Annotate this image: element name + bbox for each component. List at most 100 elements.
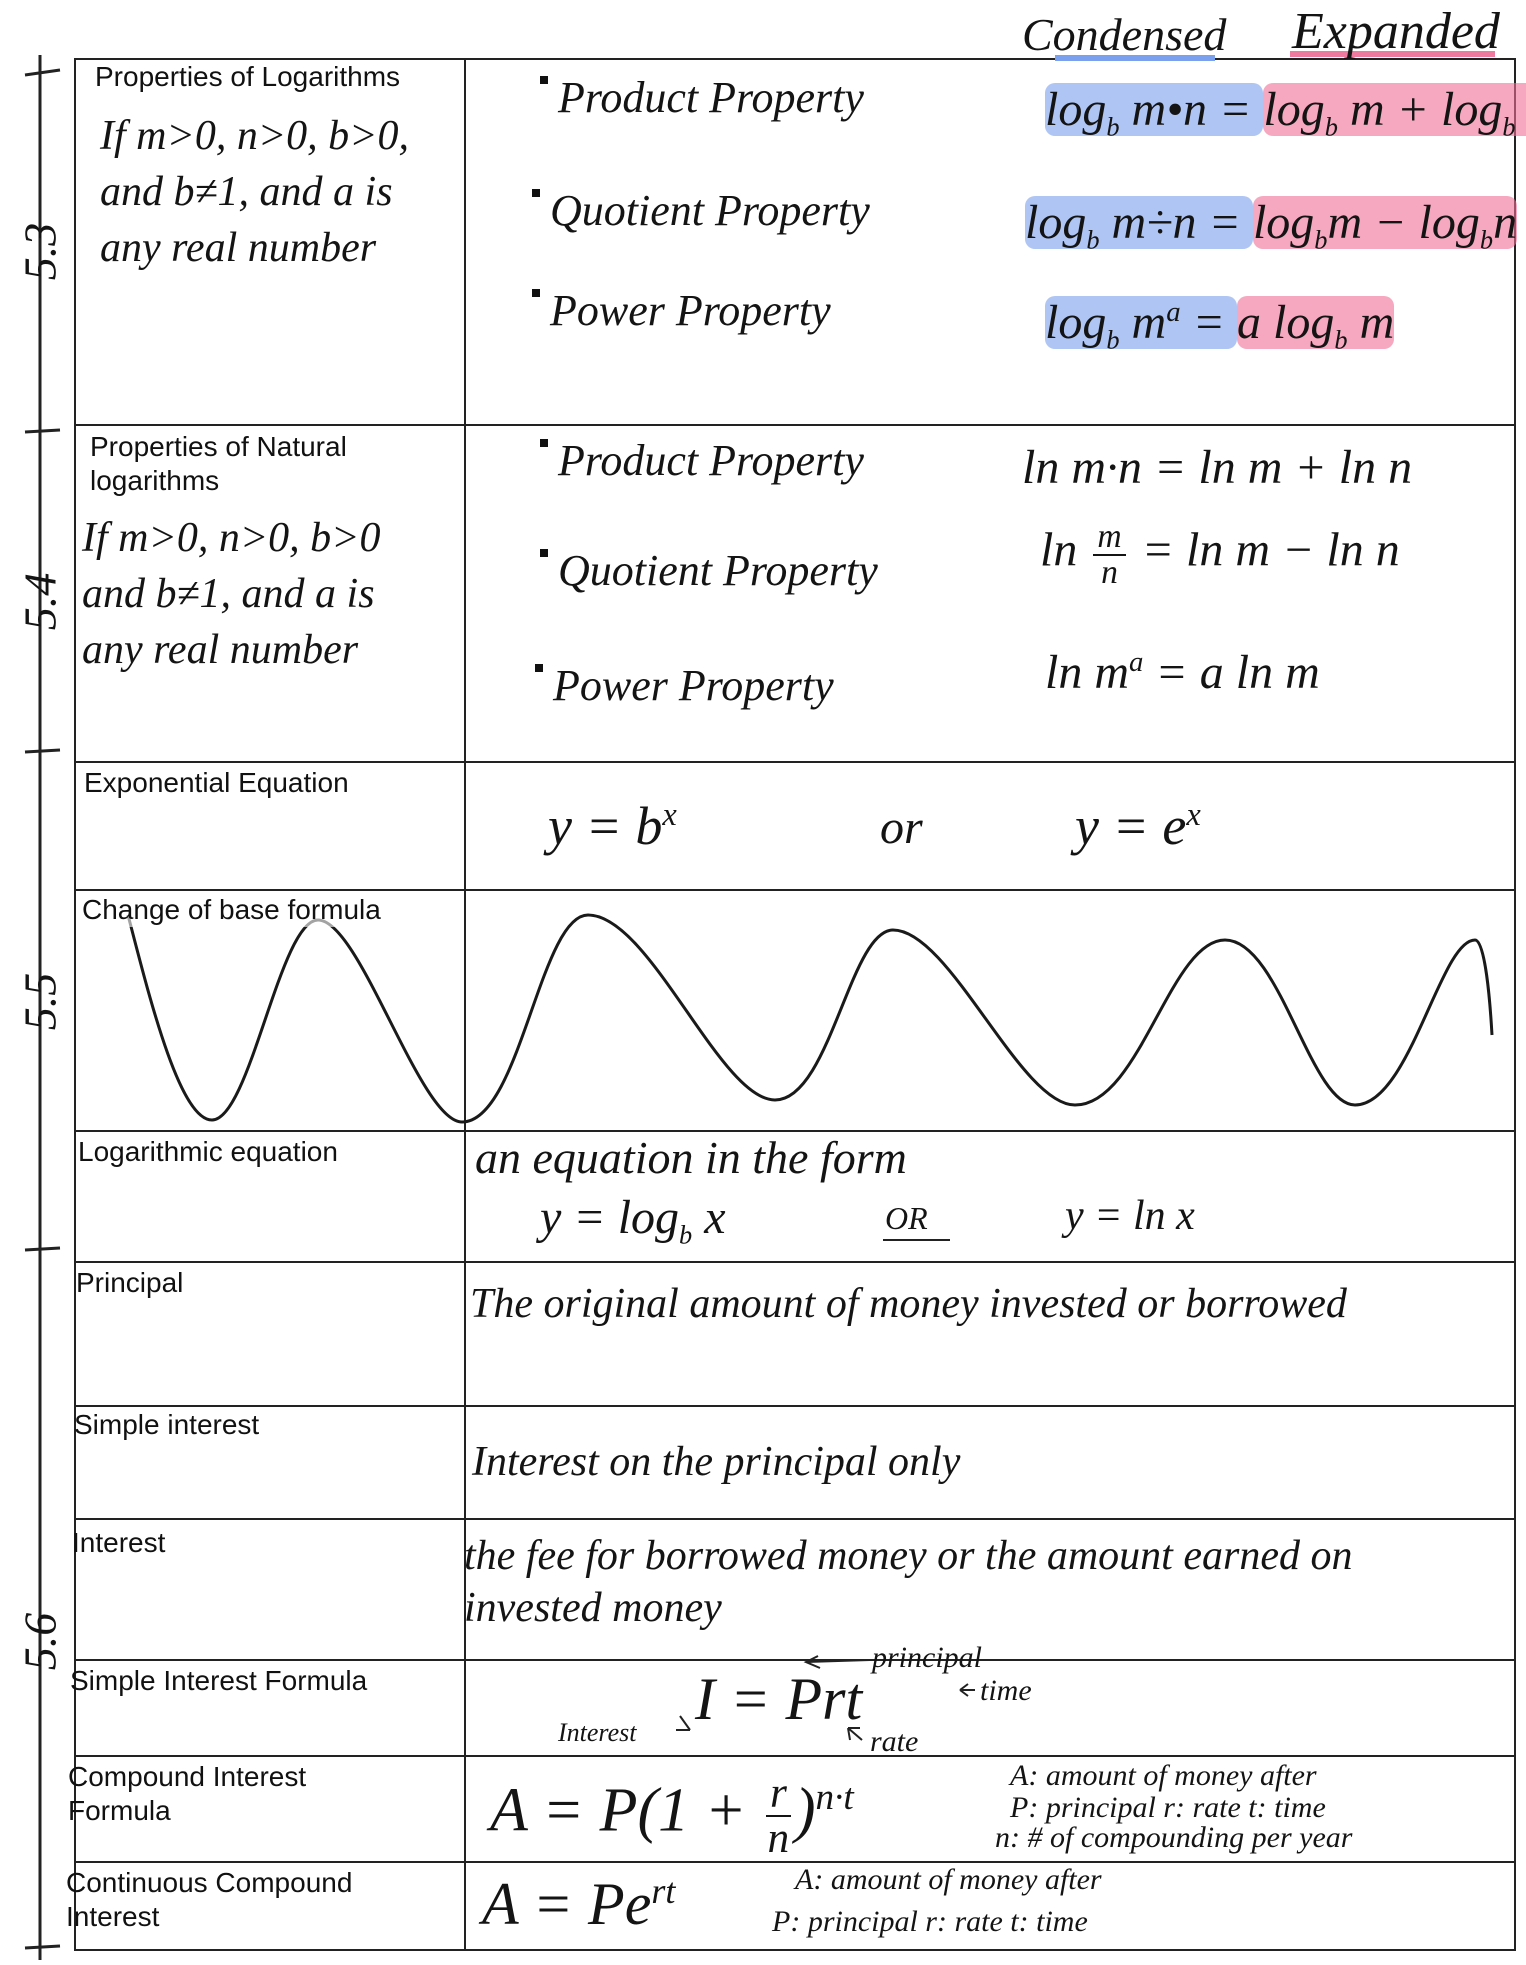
section-label: 5.4 [14,567,67,637]
superscript: n·t [816,1777,854,1818]
section-label: 5.3 [14,217,67,287]
formula: A = Pert [482,1870,675,1939]
formula-row: logb ma = a logb m [1045,295,1394,356]
note: If m>0, n>0, b>0 and b≠1, and a is any r… [82,510,432,678]
formula-row: logb m•n = logb m + logb n [1045,82,1526,143]
formula-text: y = e [1075,796,1186,856]
formula: y = ex [1075,795,1201,857]
numerator: r [766,1772,791,1817]
term: Properties of Natural logarithms [90,430,430,498]
term: Simple interest [74,1408,259,1442]
formula-row: logb m÷n = logbm − logbn [1025,195,1517,256]
section-tick [25,430,60,432]
superscript: a [1166,296,1180,328]
annotation: Interest [558,1718,636,1748]
property-name: Product Property [540,72,864,123]
superscript: rt [651,1871,675,1911]
arrow [676,1716,690,1730]
formula-text: a log [1237,296,1334,349]
formula-text: n [1516,83,1526,136]
section-tick [25,1248,60,1250]
superscript: x [662,797,676,833]
formula-text: log [1045,296,1106,349]
expanded-form: logb m + logb n [1263,83,1526,136]
formula-text: = ln m − ln n [1130,524,1400,577]
formula-text: log [1025,196,1086,249]
formula-text: m − log [1328,196,1480,249]
annotation: time [980,1675,1032,1707]
property-name: Quotient Property [540,545,878,596]
formula-text: n [1493,196,1517,249]
formula-text: x [692,1191,725,1244]
formula-text: log [1263,83,1324,136]
wave-doodle [128,915,1492,1122]
subscript: b [1480,225,1493,255]
annotation: rate [870,1726,918,1758]
arrow [960,1684,975,1696]
property-name: Power Property [535,660,834,711]
formula-text: I = Prt [695,1666,862,1732]
formula-text: m [1120,296,1167,349]
subscript: b [1325,112,1338,142]
subscript: b [1086,225,1099,255]
condensed-form: logb m÷n = [1025,196,1253,249]
formula-text: log [1253,196,1314,249]
page: { "header": {"condensed": "Condensed", "… [0,0,1526,1965]
section-tick [25,750,60,752]
formula-text: A = Pe [482,1871,651,1937]
subscript: b [679,1220,692,1250]
formula-text: = a ln m [1143,646,1319,699]
formula: y = logb x [540,1190,726,1251]
section-label: 5.5 [14,967,67,1037]
definition: the fee for borrowed money or the amount… [464,1530,1464,1634]
formula: y = bx [548,795,677,857]
formula-text: ) [795,1777,816,1845]
formula-text: = [1181,296,1237,349]
formula-text: A = P(1 + [490,1777,762,1845]
section-tick [25,70,60,75]
subscript: b [1106,325,1119,355]
subscript: b [1502,112,1515,142]
term: Logarithmic equation [78,1135,338,1169]
definition: Interest on the principal only [472,1436,960,1488]
formula-text: y = log [540,1191,679,1244]
term: Simple Interest Formula [70,1664,367,1698]
annotation: principal [872,1642,982,1674]
definition: The original amount of money invested or… [470,1278,1420,1330]
connector: OR [885,1200,928,1237]
term: Interest [72,1526,165,1560]
subscript: b [1314,225,1327,255]
term: Exponential Equation [84,766,349,800]
definition: an equation in the form [475,1132,907,1184]
connector: or [880,800,923,855]
legend-note: P: principal r: rate t: time [1010,1792,1326,1824]
numerator: m [1093,520,1125,556]
formula: ln ma = a ln m [1045,645,1320,700]
condensed-form: logb ma = [1045,296,1237,349]
formula: I = Prt [695,1665,862,1734]
denominator: n [1101,556,1118,590]
formula-text: m÷n = [1100,196,1253,249]
expanded-form: a logb m [1237,296,1394,349]
header-expanded: Expanded [1292,2,1500,61]
property-name: Power Property [532,285,831,336]
formula-text: m + log [1338,83,1502,136]
term: Change of base formula [82,893,381,927]
legend-note: P: principal r: rate t: time [772,1906,1088,1938]
denominator: n [768,1817,790,1860]
header-condensed: Condensed [1022,8,1226,61]
subscript: b [1334,325,1347,355]
property-name: Quotient Property [532,185,870,236]
formula-text: log [1045,83,1106,136]
term: Properties of Logarithms [95,60,400,94]
expanded-form: logbm − logbn [1253,196,1517,249]
formula-text: y = b [548,796,662,856]
property-name: Product Property [540,435,864,486]
term: Continuous Compound Interest [66,1866,426,1934]
formula: y = ln x [1065,1192,1195,1240]
formula-text: ln m [1045,646,1129,699]
formula-text: m•n = [1120,83,1264,136]
formula: ln m·n = ln m + ln n [1022,440,1412,495]
